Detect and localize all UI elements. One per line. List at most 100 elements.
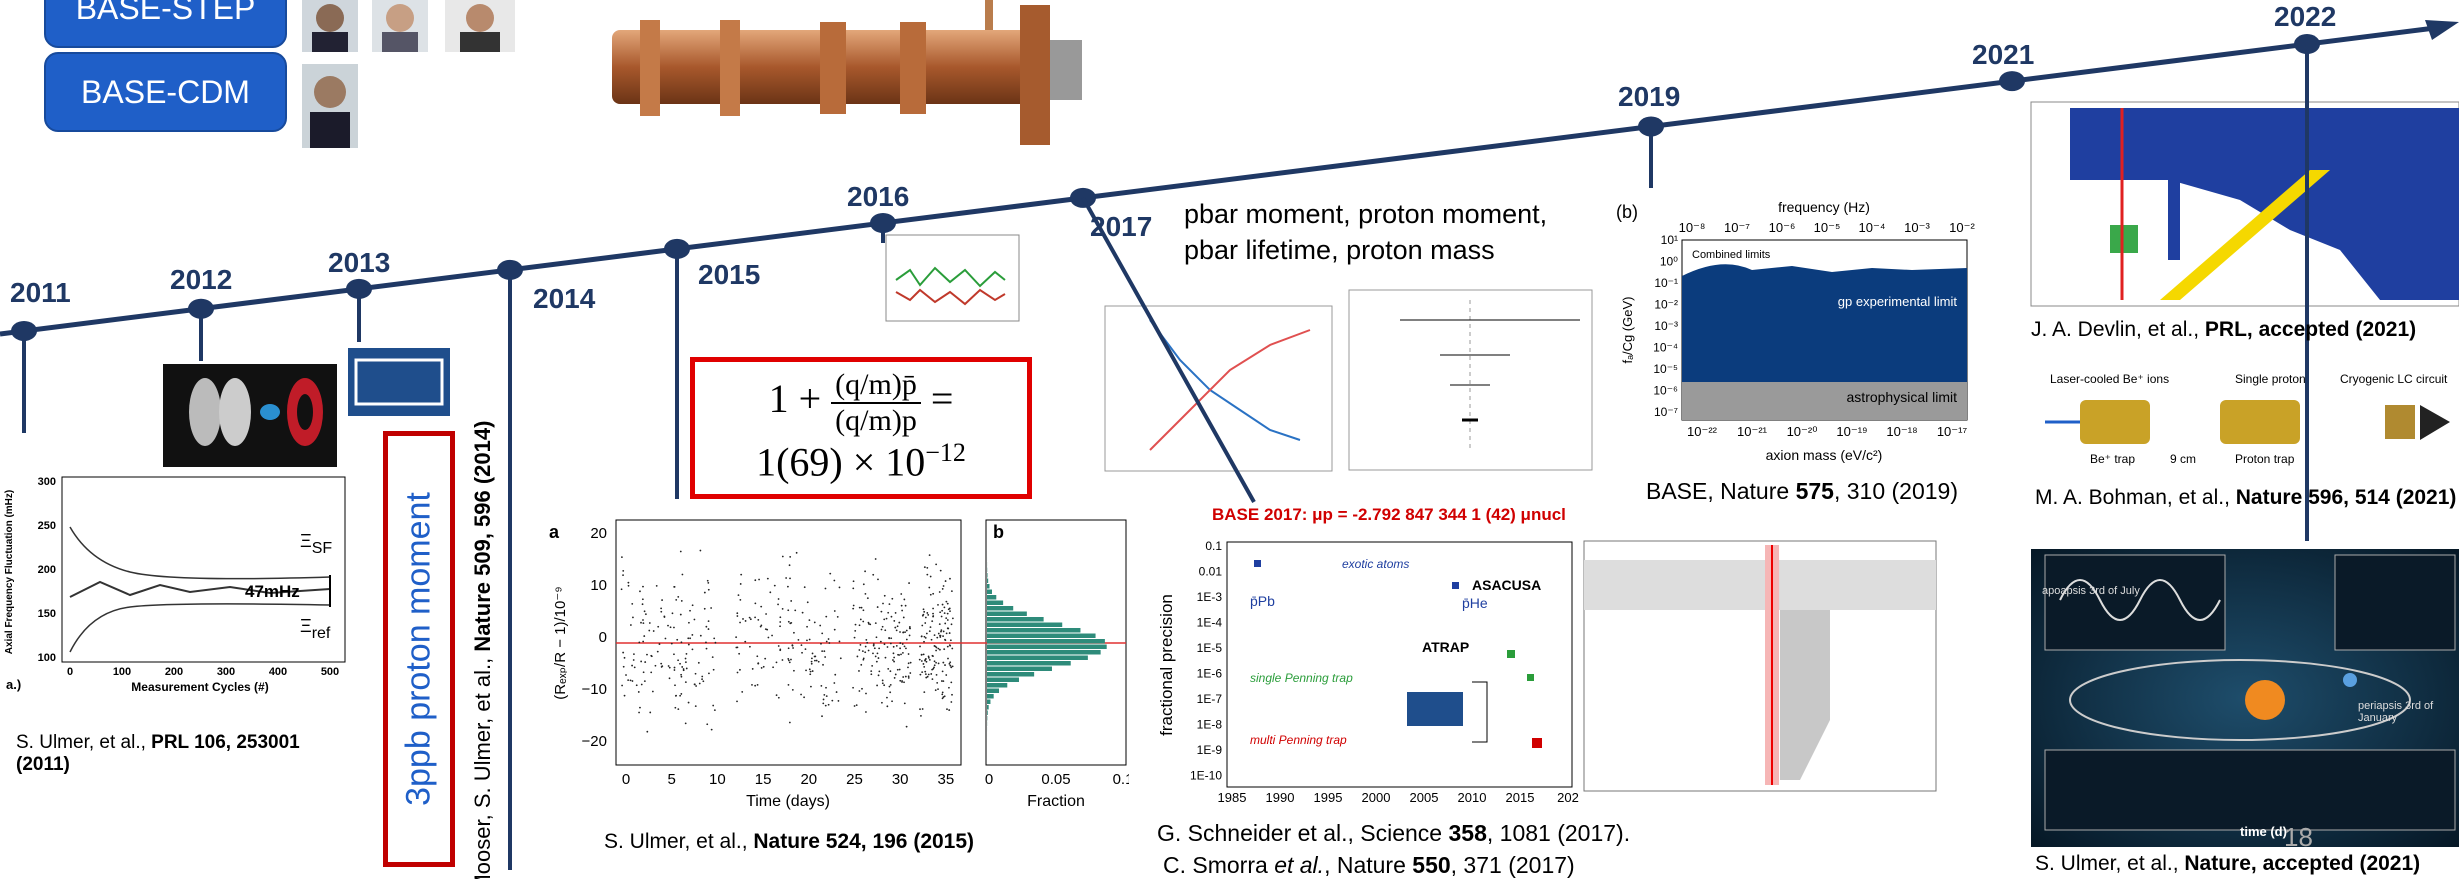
figure-label: time (d) — [2240, 824, 2287, 839]
y-tick-label: 1E-7 — [1197, 692, 1223, 706]
scatter-dot — [938, 591, 941, 593]
x-tick-label: 1990 — [1266, 790, 1295, 805]
scatter-dot — [760, 667, 763, 669]
scatter-dot — [754, 602, 757, 605]
scatter-dot — [946, 602, 949, 605]
scatter-dot — [943, 606, 946, 609]
scatter-dot — [824, 656, 827, 658]
scatter-dot — [701, 678, 703, 681]
scatter-dot — [926, 573, 929, 576]
scatter-dot — [941, 693, 944, 696]
histogram-bar — [987, 628, 1081, 633]
scatter-dot — [773, 584, 776, 587]
scatter-dot — [950, 590, 953, 592]
y-tick-label: 1E-10 — [1190, 769, 1222, 783]
button[interactable]: BASE-STEP — [44, 0, 287, 48]
y-tick-label: 10⁻² — [1654, 298, 1678, 312]
scatter-dot — [882, 602, 884, 605]
scatter-dot — [878, 670, 881, 673]
scatter-dot — [764, 657, 767, 660]
scatter-dot — [824, 587, 827, 590]
y-tick-label: 20 — [590, 525, 607, 542]
scatter-dot — [944, 664, 946, 666]
scatter-dot — [779, 625, 781, 628]
scatter-dot — [703, 591, 706, 594]
button[interactable]: BASE-CDM — [44, 52, 287, 132]
scatter-dot — [702, 680, 705, 683]
scatter-dot — [930, 638, 933, 641]
y-tick-label: 1E-5 — [1197, 641, 1223, 655]
scatter-dot — [788, 721, 791, 724]
scatter-dot — [677, 595, 680, 598]
scatter-dot — [945, 617, 948, 620]
scatter-dot — [901, 680, 904, 682]
citation: A. Mooser, S. Ulmer, et al., Nature 509,… — [470, 421, 496, 879]
scatter-dot — [679, 662, 681, 665]
scatter-dot — [888, 603, 891, 606]
scatter-dot — [864, 645, 867, 648]
scatter-dot — [907, 653, 910, 655]
scatter-dot — [948, 632, 951, 634]
scatter-dot — [875, 660, 878, 663]
scatter-dot — [767, 636, 770, 639]
y-tick-label: 250 — [38, 520, 56, 532]
scatter-dot — [621, 684, 624, 687]
scatter-dot — [822, 663, 824, 666]
scatter-dot — [813, 621, 816, 624]
scatter-dot — [942, 696, 945, 698]
scatter-dot — [862, 609, 865, 612]
x-tick-label: 1995 — [1314, 790, 1343, 805]
scatter-dot — [705, 647, 708, 650]
scatter-dot — [899, 642, 902, 644]
plot-label: astrophysical limit — [1847, 389, 1958, 405]
scatter-dot — [627, 679, 630, 682]
scatter-dot — [687, 643, 690, 646]
timeline-drop — [1081, 196, 1256, 503]
scatter-dot — [893, 677, 896, 679]
y-tick-label: 300 — [38, 476, 56, 488]
scatter-dot — [920, 715, 922, 717]
year-label: 2012 — [170, 264, 232, 295]
scatter-dot — [931, 678, 934, 681]
scatter-dot — [902, 651, 904, 654]
scatter-dot — [933, 664, 936, 667]
scatter-dot — [754, 579, 757, 582]
scatter-dot — [943, 612, 946, 615]
scatter-dot — [707, 588, 710, 591]
scatter-dot — [760, 605, 763, 608]
scatter-dot — [787, 647, 790, 650]
histogram-bar — [987, 639, 1105, 644]
scatter-dot — [684, 661, 687, 664]
histogram-bar — [987, 578, 989, 583]
scatter-dot — [877, 674, 880, 677]
scatter-dot — [920, 660, 923, 662]
scatter-dot — [932, 667, 935, 670]
scatter-dot — [806, 625, 808, 628]
scatter-dot — [808, 638, 811, 641]
scatter-dot — [864, 651, 867, 654]
scatter-dot — [788, 564, 791, 567]
scatter-dot — [939, 634, 942, 637]
scatter-dot — [695, 685, 698, 687]
scatter-dot — [893, 660, 895, 663]
timeline-axis — [0, 25, 2436, 337]
curve-label: Ξref — [300, 616, 331, 642]
scatter-dot — [788, 661, 791, 664]
scatter-dot — [852, 607, 855, 610]
x-tick-label: 100 — [113, 666, 131, 678]
scatter-dot — [892, 659, 894, 661]
base-logo — [348, 348, 450, 416]
bracket — [1472, 681, 1488, 743]
scatter-dot — [629, 624, 632, 626]
claim-box: 3ppb proton moment — [383, 431, 455, 867]
x-tick-label: 10⁻⁵ — [1814, 220, 1841, 235]
scatter-dot — [852, 604, 855, 607]
scatter-dot — [905, 647, 907, 650]
y-tick-label: 0.1 — [1205, 539, 1222, 553]
scatter-dot — [800, 693, 802, 696]
scatter-dot — [945, 632, 948, 635]
scatter-dot — [712, 668, 715, 671]
timeline-dot — [1638, 116, 1664, 137]
scatter-dot — [948, 709, 951, 711]
scatter-dot — [777, 598, 780, 600]
